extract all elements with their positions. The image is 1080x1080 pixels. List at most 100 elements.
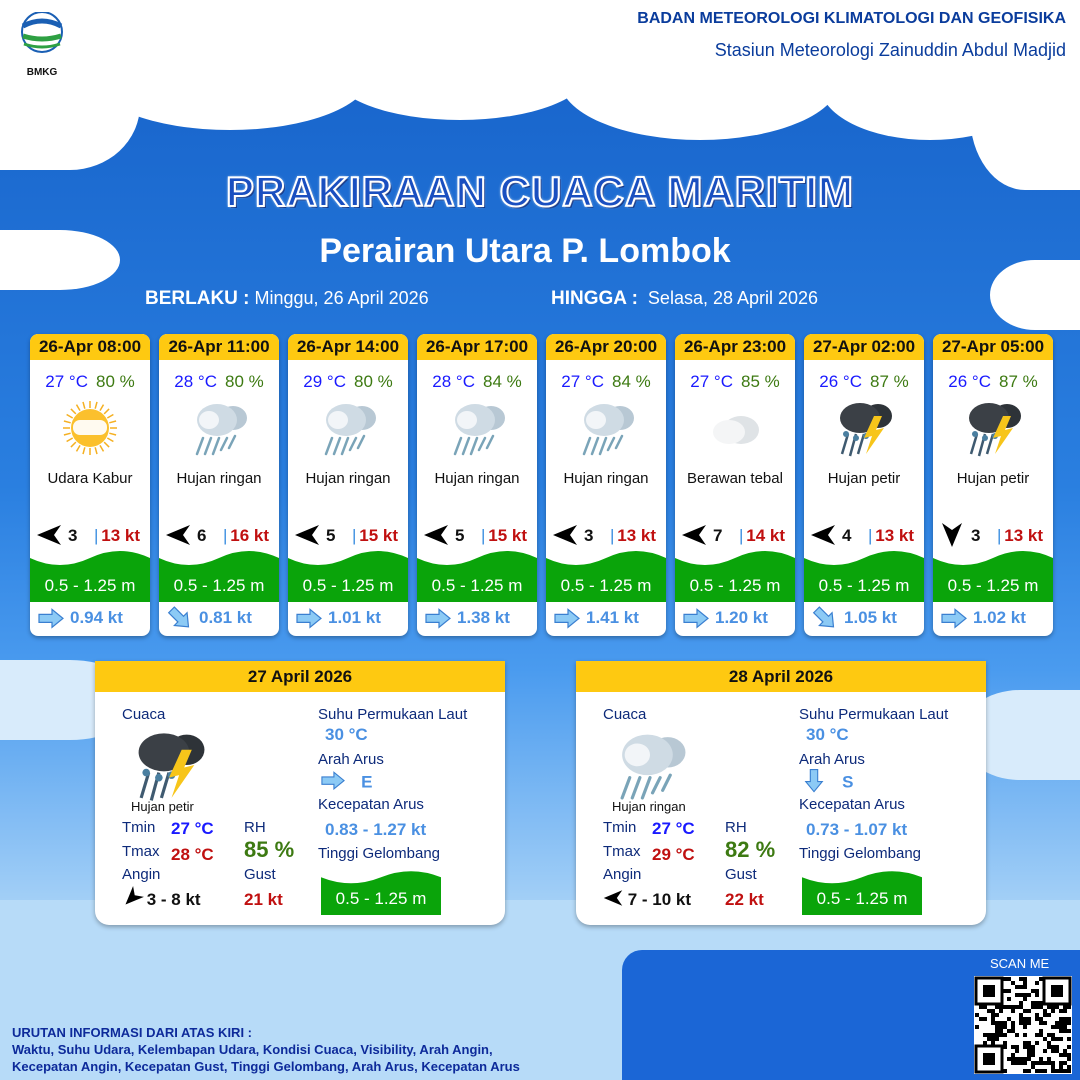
cloud-decoration xyxy=(0,40,140,170)
bmkg-logo: BMKG xyxy=(14,11,70,78)
gust-speed: 16 kt xyxy=(230,526,269,545)
valid-from-label: BERLAKU : xyxy=(145,288,250,309)
current-direction-arrow-icon xyxy=(321,771,347,795)
weather-condition: Udara Kabur xyxy=(47,470,133,487)
gust-speed: 15 kt xyxy=(488,526,527,545)
wind-speed: 5 xyxy=(326,526,336,545)
daily-summary-panel: 28 April 2026 Cuaca Hujan ringan Tmin 27… xyxy=(576,661,986,925)
light-rain-icon xyxy=(447,398,507,458)
forecast-time: 27-Apr 02:00 xyxy=(804,334,924,360)
gust-value: 21 kt xyxy=(244,890,283,909)
current-speed: 1.20 kt xyxy=(715,608,768,627)
light-rain-icon xyxy=(576,398,636,458)
air-temperature: 26 °C xyxy=(948,372,991,391)
weather-label: Cuaca xyxy=(122,706,166,723)
footer-legend: URUTAN INFORMASI DARI ATAS KIRI : Waktu,… xyxy=(12,1024,520,1075)
gust-speed: 13 kt xyxy=(617,526,656,545)
wave-height: 0.5 - 1.25 m xyxy=(689,576,781,595)
current-speed: 1.41 kt xyxy=(586,608,639,627)
current-speed: 1.02 kt xyxy=(973,608,1026,627)
wind-direction-arrow-icon xyxy=(36,524,62,551)
cloud-decoration xyxy=(0,230,120,290)
tmin-label: Tmin xyxy=(122,819,156,836)
gust-value: 22 kt xyxy=(725,890,764,909)
wind-speed: 5 xyxy=(455,526,465,545)
footer-line: Kecepatan Angin, Kecepatan Gust, Tinggi … xyxy=(12,1059,520,1074)
current-direction-arrow-icon xyxy=(554,608,586,629)
current-speed-range: 0.83 - 1.27 kt xyxy=(325,820,427,839)
forecast-card: 26-Apr 08:00 27 °C 80 % Udara Kabur 3 | 13 … xyxy=(30,334,150,636)
wave-height-graphic: 0.5 - 1.25 m xyxy=(675,546,795,602)
humidity: 87 % xyxy=(998,372,1038,391)
wave-height-graphic: 0.5 - 1.25 m xyxy=(802,867,922,915)
current-speed: 0.81 kt xyxy=(199,608,252,627)
daily-condition: Hujan petir xyxy=(131,799,194,814)
valid-from-date: Minggu, 26 April 2026 xyxy=(254,288,429,308)
rh-value: 85 % xyxy=(244,837,295,862)
wave-height: 0.5 - 1.25 m xyxy=(816,889,908,908)
tmin-label: Tmin xyxy=(603,819,637,836)
wave-height-graphic: 0.5 - 1.25 m xyxy=(321,867,441,915)
valid-to-date: Selasa, 28 April 2026 xyxy=(647,288,819,308)
valid-to-label: HINGGA : xyxy=(551,288,638,309)
current-direction-arrow-icon xyxy=(425,608,457,629)
divider: | xyxy=(739,526,744,545)
divider: | xyxy=(610,526,615,545)
wind-range: 7 - 10 kt xyxy=(627,889,692,909)
qr-area: SCAN ME xyxy=(622,950,1080,1080)
forecast-time: 26-Apr 17:00 xyxy=(417,334,537,360)
wind-direction-arrow-icon xyxy=(603,887,623,914)
cloud-decoration xyxy=(330,20,590,120)
air-temperature: 29 °C xyxy=(303,372,346,391)
wave-height-graphic: 0.5 - 1.25 m xyxy=(804,546,924,602)
wind-direction-arrow-icon xyxy=(939,523,965,551)
current-direction-arrow-icon xyxy=(683,608,715,629)
tmax-value: 29 °C xyxy=(652,845,695,864)
divider: | xyxy=(997,526,1002,545)
haze-sun-icon xyxy=(60,398,120,458)
page-subtitle: Perairan Utara P. Lombok xyxy=(319,232,731,270)
forecast-card: 26-Apr 20:00 27 °C 84 % Hujan ringan 3 | 13… xyxy=(546,334,666,636)
wave-label: Tinggi Gelombang xyxy=(318,845,441,862)
sst-label: Suhu Permukaan Laut xyxy=(318,706,468,723)
wave-height-graphic: 0.5 - 1.25 m xyxy=(933,546,1053,602)
current-direction: E xyxy=(361,772,373,792)
divider: | xyxy=(868,526,873,545)
wind-speed: 4 xyxy=(842,526,852,545)
wave-height: 0.5 - 1.25 m xyxy=(431,576,523,595)
divider: | xyxy=(481,526,486,545)
gust-speed: 13 kt xyxy=(1004,526,1043,545)
weather-condition: Hujan ringan xyxy=(434,470,520,487)
wind-direction-arrow-icon xyxy=(165,524,191,551)
rh-label: RH xyxy=(725,819,747,836)
humidity: 80 % xyxy=(353,372,393,391)
current-speed: 1.38 kt xyxy=(457,608,510,627)
wave-label: Tinggi Gelombang xyxy=(799,845,922,862)
logo-text: BMKG xyxy=(26,67,58,78)
rh-label: RH xyxy=(244,819,266,836)
current-speed-label: Kecepatan Arus xyxy=(799,796,905,813)
tmax-label: Tmax xyxy=(122,843,160,860)
footer-heading: URUTAN INFORMASI DARI ATAS KIRI : xyxy=(12,1025,252,1040)
current-speed: 1.05 kt xyxy=(844,608,897,627)
wave-height: 0.5 - 1.25 m xyxy=(947,576,1039,595)
current-speed-label: Kecepatan Arus xyxy=(318,796,424,813)
valid-from: BERLAKU : Minggu, 26 April 2026 xyxy=(145,288,429,310)
qr-code[interactable] xyxy=(974,976,1072,1074)
overcast-cloud-icon xyxy=(705,398,765,458)
air-temperature: 27 °C xyxy=(690,372,733,391)
wind-direction-arrow-icon xyxy=(681,524,707,551)
wind-speed: 7 xyxy=(713,526,723,545)
forecast-card: 27-Apr 02:00 26 °C 87 % Hujan petir 4 | 13 … xyxy=(804,334,924,636)
current-direction: S xyxy=(842,772,854,792)
current-direction-arrow-icon xyxy=(167,606,199,628)
daily-summary-panel: 27 April 2026 Cuaca Hujan petir Tmin 27 … xyxy=(95,661,505,925)
current-direction-arrow-icon xyxy=(296,608,328,629)
wind-label: Angin xyxy=(122,866,161,883)
cloud-decoration xyxy=(970,40,1080,190)
gust-label: Gust xyxy=(725,866,757,883)
sst-value: 30 °C xyxy=(325,725,368,744)
wave-height: 0.5 - 1.25 m xyxy=(818,576,910,595)
forecast-card: 26-Apr 17:00 28 °C 84 % Hujan ringan 5 | 15… xyxy=(417,334,537,636)
tmax-value: 28 °C xyxy=(171,845,214,864)
